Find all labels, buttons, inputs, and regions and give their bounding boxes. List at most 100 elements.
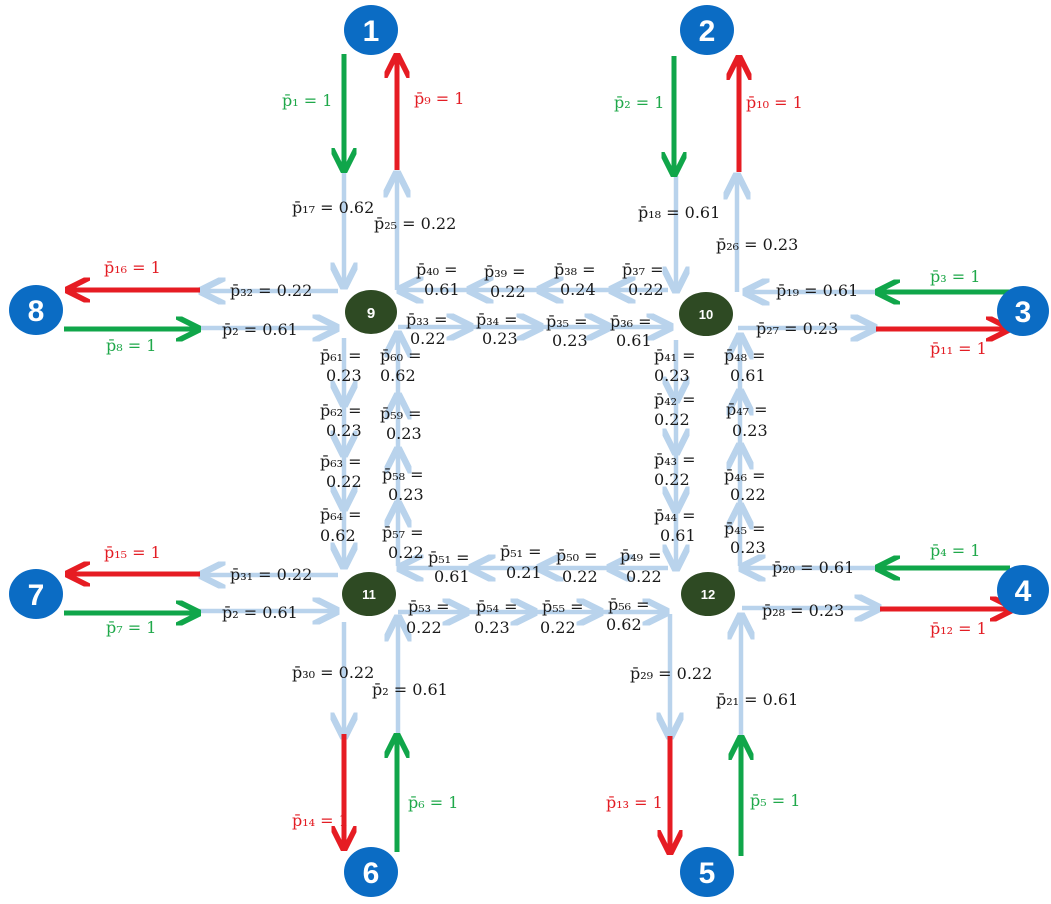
label-p42-sym: p̄₄₂ =: [654, 390, 696, 409]
label-p63-val: 0.22: [326, 472, 362, 491]
label-p44-sym: p̄₄₄ =: [654, 506, 696, 525]
label-p35-sym: p̄₃₅ =: [546, 312, 588, 331]
label-p31: p̄₃₁ = 0.22: [230, 565, 312, 584]
label-p29: p̄₂₉ = 0.22: [630, 664, 712, 683]
label-p61-val: 0.23: [326, 366, 362, 385]
label-p20: p̄₂₀ = 0.61: [772, 558, 854, 577]
label-p58-val: 0.23: [388, 485, 424, 504]
terminal-node-7: 7: [9, 569, 63, 619]
label-p55-val: 0.22: [540, 618, 576, 637]
label-p14: p̄₁₄ = 1: [292, 811, 349, 830]
label-p46-sym: p̄₄₆ =: [724, 466, 766, 485]
label-p7: p̄₇ = 1: [106, 618, 156, 637]
label-p40-val: 0.61: [424, 280, 460, 299]
label-p26: p̄₂₆ = 0.23: [716, 235, 798, 254]
label-p53-sym: p̄₅₃ =: [408, 597, 450, 616]
internal-arrows: [198, 172, 876, 738]
label-p41-sym: p̄₄₁ =: [654, 346, 696, 365]
label-p25: p̄₂₅ = 0.22: [374, 214, 456, 233]
label-p39-sym: p̄₃₉ =: [484, 262, 526, 281]
terminal-label-2: 2: [699, 15, 716, 48]
junction-node-10: 10: [679, 292, 733, 336]
label-p51a-val: 0.21: [506, 563, 542, 582]
label-p2-west11: p̄₂ = 0.61: [222, 603, 298, 622]
label-p51a-sym: p̄₅₁ =: [500, 542, 542, 561]
terminal-label-1: 1: [363, 15, 380, 48]
junction-node-12: 12: [681, 572, 735, 616]
label-p50-sym: p̄₅₀ =: [556, 546, 598, 565]
label-p19: p̄₁₉ = 0.61: [776, 281, 858, 300]
label-p55-sym: p̄₅₅ =: [542, 597, 584, 616]
label-p51b-val: 0.61: [434, 567, 470, 586]
label-p42-val: 0.22: [654, 410, 690, 429]
label-p28: p̄₂₈ = 0.23: [762, 601, 844, 620]
junction-label-10: 10: [699, 307, 713, 322]
junction-node-11: 11: [342, 572, 396, 616]
label-p57-val: 0.22: [388, 543, 424, 562]
terminal-label-4: 4: [1015, 575, 1032, 608]
label-p1: p̄₁ = 1: [282, 91, 332, 110]
label-p2-south11: p̄₂ = 0.61: [372, 680, 448, 699]
terminal-label-8: 8: [28, 295, 45, 328]
terminal-node-5: 5: [680, 847, 734, 897]
label-p43-val: 0.22: [654, 470, 690, 489]
label-p18: p̄₁₈ = 0.61: [638, 203, 720, 222]
label-p32: p̄₃₂ = 0.22: [230, 281, 312, 300]
junction-node-9: 9: [345, 290, 397, 334]
label-p46-val: 0.22: [730, 485, 766, 504]
label-p36-val: 0.61: [616, 331, 652, 350]
label-p27: p̄₂₇ = 0.23: [756, 319, 838, 338]
label-p15: p̄₁₅ = 1: [104, 543, 161, 562]
label-p36-sym: p̄₃₆ =: [610, 312, 652, 331]
label-p60-val: 0.62: [380, 366, 416, 385]
label-p54-sym: p̄₅₄ =: [476, 597, 518, 616]
label-p37-sym: p̄₃₇ =: [622, 260, 664, 279]
label-p45-sym: p̄₄₅ =: [724, 519, 766, 538]
junction-nodes: 9 10 11 12: [342, 290, 735, 616]
label-p63-sym: p̄₆₃ =: [320, 452, 362, 471]
label-p3: p̄₃ = 1: [930, 267, 980, 286]
label-p37-val: 0.22: [628, 280, 664, 299]
label-p59-sym: p̄₅₉ =: [380, 404, 422, 423]
external-flow-labels: p̄₁ = 1 p̄₂ = 1 p̄₃ = 1 p̄₄ = 1 p̄₅ = 1 …: [104, 89, 987, 830]
label-p8: p̄₈ = 1: [106, 336, 156, 355]
label-p57-sym: p̄₅₇ =: [382, 523, 424, 542]
label-p17: p̄₁₇ = 0.62: [292, 198, 374, 217]
label-p61-sym: p̄₆₁ =: [320, 346, 362, 365]
label-p51b-sym: p̄₅₁ =: [428, 548, 470, 567]
label-p62-val: 0.23: [326, 421, 362, 440]
label-p41-val: 0.23: [654, 366, 690, 385]
terminal-node-1: 1: [344, 5, 398, 55]
junction-label-9: 9: [367, 305, 375, 322]
label-p49-val: 0.22: [626, 567, 662, 586]
label-p38-sym: p̄₃₈ =: [554, 260, 596, 279]
label-p2: p̄₂ = 1: [614, 93, 664, 112]
terminal-node-6: 6: [344, 847, 398, 897]
internal-flow-labels-stacked: p̄₃₃ = 0.22 p̄₃₄ = 0.23 p̄₃₅ = 0.23 p̄₃₆…: [320, 260, 768, 637]
label-p58-sym: p̄₅₈ =: [382, 465, 424, 484]
label-p56-val: 0.62: [606, 615, 642, 634]
label-p13: p̄₁₃ = 1: [606, 793, 663, 812]
label-p59-val: 0.23: [386, 424, 422, 443]
label-p43-sym: p̄₄₃ =: [654, 450, 696, 469]
label-p5: p̄₅ = 1: [750, 791, 800, 810]
label-p45-val: 0.23: [730, 538, 766, 557]
label-p33-sym: p̄₃₃ =: [406, 310, 448, 329]
label-p2-west9: p̄₂ = 0.61: [222, 320, 298, 339]
terminal-node-2: 2: [680, 5, 734, 55]
terminal-label-7: 7: [28, 579, 45, 612]
label-p54-val: 0.23: [474, 618, 510, 637]
label-p62-sym: p̄₆₂ =: [320, 401, 362, 420]
terminal-label-6: 6: [363, 857, 380, 890]
label-p4: p̄₄ = 1: [930, 541, 980, 560]
terminal-nodes: 1 2 3 4 5 6 7 8: [9, 5, 1049, 897]
label-p48-val: 0.61: [730, 366, 766, 385]
label-p49-sym: p̄₄₉ =: [620, 546, 662, 565]
label-p64-sym: p̄₆₄ =: [320, 505, 362, 524]
label-p10: p̄₁₀ = 1: [746, 93, 803, 112]
terminal-node-8: 8: [9, 285, 63, 335]
label-p50-val: 0.22: [562, 567, 598, 586]
label-p40-sym: p̄₄₀ =: [416, 260, 458, 279]
